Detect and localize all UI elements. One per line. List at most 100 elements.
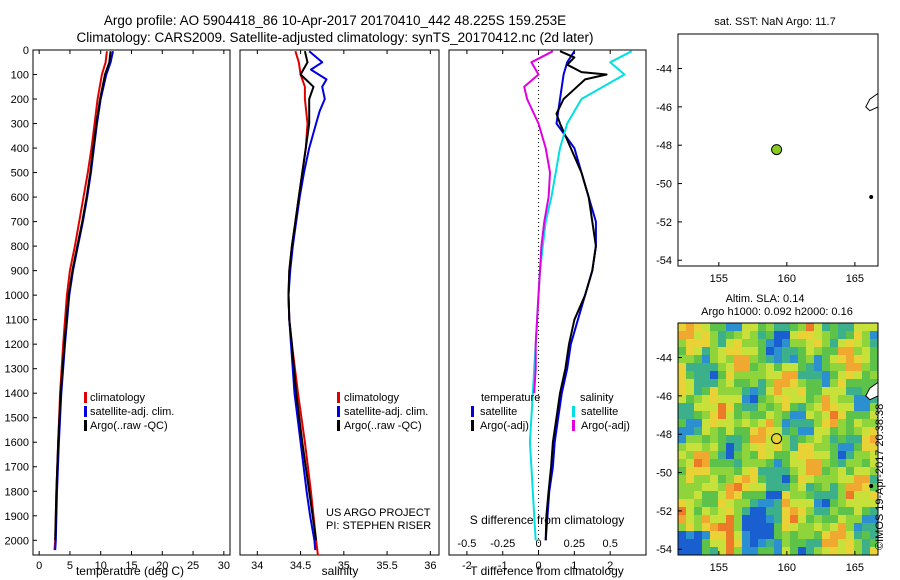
- heatmap-cell: [702, 403, 711, 412]
- heatmap-cell: [838, 547, 847, 556]
- x-tick-label: 0: [535, 560, 541, 572]
- heatmap-cell: [838, 323, 847, 332]
- heatmap-cell: [830, 531, 839, 540]
- map-x-tick-label: 155: [710, 273, 728, 285]
- legend-swatch-t-satellite: [471, 406, 474, 417]
- heatmap-cell: [734, 531, 743, 540]
- heatmap-cell: [710, 499, 719, 508]
- heatmap-cell: [790, 355, 799, 364]
- heatmap-cell: [766, 483, 775, 492]
- heatmap-cell: [686, 435, 695, 444]
- difference-s-ticks: -0.5 -0.25 0 0.25 0.5: [457, 538, 617, 550]
- heatmap-cell: [790, 515, 799, 524]
- heatmap-cell: [782, 507, 791, 516]
- project-label: US ARGO PROJECT: [326, 507, 431, 519]
- heatmap-cell: [822, 467, 831, 476]
- heatmap-cell: [806, 347, 815, 356]
- heatmap-cell: [870, 363, 879, 372]
- heatmap-cell: [790, 363, 799, 372]
- heatmap-cell: [710, 443, 719, 452]
- heatmap-cell: [726, 523, 735, 532]
- coast-mainland: [865, 381, 879, 401]
- heatmap-cell: [798, 379, 807, 388]
- heatmap-cell: [798, 331, 807, 340]
- coast-island: [869, 195, 874, 199]
- heatmap-cell: [766, 403, 775, 412]
- heatmap-cell: [862, 459, 871, 468]
- heatmap-cell: [806, 531, 815, 540]
- heatmap-cell: [758, 371, 767, 380]
- heatmap-cell: [782, 515, 791, 524]
- heatmap-cell: [750, 339, 759, 348]
- heatmap-cell: [758, 507, 767, 516]
- heatmap-cell: [830, 403, 839, 412]
- heatmap-cell: [726, 403, 735, 412]
- heatmap-cell: [814, 491, 823, 500]
- map-x-tick-label: 165: [846, 562, 864, 574]
- heatmap-cell: [710, 363, 719, 372]
- heatmap-cell: [726, 491, 735, 500]
- heatmap-cell: [702, 363, 711, 372]
- heatmap-cell: [822, 491, 831, 500]
- heatmap-cell: [766, 427, 775, 436]
- heatmap-cell: [766, 339, 775, 348]
- heatmap-cell: [806, 515, 815, 524]
- sst-map-x-ticks: 155 160 165: [710, 262, 864, 285]
- heatmap-cell: [854, 323, 863, 332]
- heatmap-cell: [718, 379, 727, 388]
- heatmap-cell: [758, 475, 767, 484]
- heatmap-cell: [678, 547, 687, 556]
- heatmap-cell: [870, 443, 879, 452]
- heatmap-cell: [694, 451, 703, 460]
- legend-header-temperature: temperature: [481, 392, 540, 404]
- heatmap-cell: [790, 531, 799, 540]
- heatmap-cell: [750, 403, 759, 412]
- heatmap-cell: [838, 379, 847, 388]
- heatmap-cell: [758, 379, 767, 388]
- heatmap-cell: [734, 411, 743, 420]
- y-tick-label: 500: [11, 168, 29, 180]
- heatmap-cell: [822, 379, 831, 388]
- heatmap-cell: [806, 547, 815, 556]
- heatmap-cell: [790, 547, 799, 556]
- heatmap-cell: [854, 475, 863, 484]
- heatmap-cell: [798, 363, 807, 372]
- heatmap-cell: [678, 363, 687, 372]
- y-tick-label: 1000: [5, 290, 29, 302]
- heatmap-cell: [782, 467, 791, 476]
- heatmap-cell: [846, 331, 855, 340]
- heatmap-cell: [718, 483, 727, 492]
- heatmap-cell: [814, 427, 823, 436]
- heatmap-cell: [750, 331, 759, 340]
- heatmap-cell: [742, 435, 751, 444]
- heatmap-cell: [686, 355, 695, 364]
- heatmap-cell: [694, 323, 703, 332]
- heatmap-cell: [806, 507, 815, 516]
- series-line-argo: [54, 51, 112, 541]
- heatmap-cell: [702, 475, 711, 484]
- heatmap-cell: [734, 339, 743, 348]
- heatmap-cell: [846, 491, 855, 500]
- heatmap-cell: [710, 419, 719, 428]
- heatmap-cell: [678, 475, 687, 484]
- heatmap-cell: [678, 419, 687, 428]
- heatmap-cell: [822, 403, 831, 412]
- pi-label: PI: STEPHEN RISER: [326, 520, 431, 532]
- heatmap-cell: [774, 331, 783, 340]
- heatmap-cell: [766, 507, 775, 516]
- heatmap-cell: [766, 467, 775, 476]
- map-y-tick-label: -46: [656, 391, 672, 403]
- heatmap-cell: [846, 363, 855, 372]
- heatmap-cell: [750, 507, 759, 516]
- heatmap-cell: [846, 475, 855, 484]
- heatmap-cell: [862, 387, 871, 396]
- heatmap-cell: [758, 539, 767, 548]
- heatmap-cell: [678, 499, 687, 508]
- heatmap-cell: [814, 475, 823, 484]
- heatmap-cell: [862, 403, 871, 412]
- heatmap-cell: [814, 355, 823, 364]
- legend-label-s-argo: Argo(-adj): [581, 420, 630, 432]
- heatmap-cell: [678, 355, 687, 364]
- heatmap-cell: [678, 371, 687, 380]
- legend-swatch-satellite: [84, 406, 87, 417]
